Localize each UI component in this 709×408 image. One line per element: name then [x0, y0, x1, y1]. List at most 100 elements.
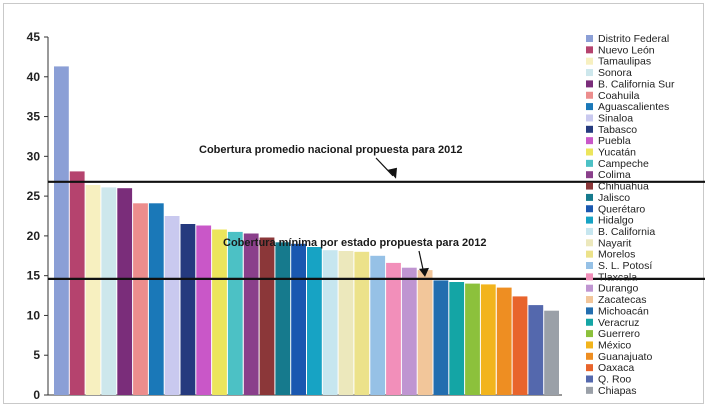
legend-label: Q. Roo	[598, 374, 631, 386]
y-tick-label: 30	[27, 149, 41, 163]
bar-chiapas	[544, 310, 559, 395]
y-tick-label: 35	[27, 110, 41, 124]
legend-label: Durango	[598, 283, 638, 295]
y-tick-label: 10	[27, 308, 41, 322]
bar-series	[54, 66, 559, 396]
legend-label: Aguascalientes	[598, 101, 669, 113]
legend-label: S. L. Potosí	[598, 260, 652, 272]
legend-swatch	[586, 103, 593, 111]
bar-chihuahua	[259, 237, 275, 395]
legend-swatch	[586, 137, 593, 145]
bar-m-xico	[480, 284, 496, 395]
bar-q-roo	[528, 305, 544, 395]
bar-guerrero	[465, 283, 480, 395]
legend-label: Morelos	[598, 249, 635, 261]
bar-michoac-n	[433, 280, 449, 395]
legend-swatch	[586, 182, 593, 190]
legend-swatch	[586, 57, 593, 65]
y-tick-label: 40	[27, 70, 41, 84]
legend-label: Hidalgo	[598, 215, 634, 227]
legend-label: Campeche	[598, 158, 649, 170]
bar-tamaulipas	[85, 185, 101, 395]
legend-swatch	[586, 46, 593, 54]
legend-swatch	[586, 273, 593, 281]
legend-label: Michoacán	[598, 305, 649, 317]
arrowhead-national-icon	[388, 167, 397, 179]
bar-morelos	[354, 251, 370, 395]
legend-label: Oaxaca	[598, 362, 634, 374]
legend-swatch	[586, 171, 593, 179]
reference-label-minimum: Cobertura mínima por estado propuesta pa…	[223, 237, 486, 249]
y-tick-label: 45	[27, 30, 41, 44]
legend-label: Colima	[598, 169, 631, 181]
bar-quer-taro	[291, 243, 306, 395]
legend-label: B. California	[598, 226, 655, 238]
legend-label: Tlaxcala	[598, 271, 637, 283]
legend-label: Tamaulipas	[598, 56, 651, 68]
arrow-national-icon	[375, 157, 394, 177]
legend-swatch	[586, 239, 593, 247]
bar-tabasco	[180, 224, 196, 395]
legend-label: Chiapas	[598, 385, 637, 397]
legend-swatch	[586, 262, 593, 269]
chart-frame: 0 5 10 15 20 25 30 35 40 45 Cobertura promedio na…	[3, 3, 705, 404]
legend-swatch	[586, 307, 593, 315]
legend-label: Sonora	[598, 67, 632, 79]
legend-label: Chihuahua	[598, 181, 649, 193]
legend-swatch	[586, 284, 593, 292]
legend-label: Coahuila	[598, 90, 640, 102]
legend-label: Distrito Federal	[598, 33, 669, 45]
bar-oaxaca	[512, 296, 528, 395]
legend-swatch	[586, 193, 593, 201]
legend-swatch	[586, 341, 593, 349]
bar-jalisco	[275, 242, 291, 395]
bar-nayarit	[338, 251, 354, 395]
legend-swatch	[586, 216, 593, 224]
y-tick-label: 20	[27, 229, 41, 243]
bar-yucat-n	[212, 229, 227, 395]
legend-swatch	[586, 330, 593, 338]
legend-swatch	[586, 318, 593, 326]
bar-s-l-potos-	[370, 255, 386, 395]
bar-nuevo-le-n	[69, 171, 85, 395]
y-tick-label: 25	[27, 189, 41, 203]
bar-aguascalientes	[148, 203, 164, 395]
legend-label: Guerrero	[598, 328, 640, 340]
y-tick-label: 5	[33, 348, 40, 362]
reference-lines: Cobertura promedio nacional propuesta pa…	[48, 144, 705, 280]
bar-sonora	[101, 187, 117, 395]
legend-label: Jalisco	[598, 192, 630, 204]
legend-swatch	[586, 69, 593, 77]
y-tick-label: 0	[33, 388, 40, 402]
legend-swatch	[586, 114, 593, 122]
reference-label-national: Cobertura promedio nacional propuesta pa…	[199, 144, 462, 156]
legend-swatch	[586, 159, 593, 167]
legend-swatch	[586, 352, 593, 360]
legend-label: Nayarit	[598, 237, 631, 249]
legend-swatch	[586, 364, 593, 372]
legend-swatch	[586, 125, 593, 133]
arrowhead-minimum-icon	[419, 267, 429, 277]
legend-label: Guanajuato	[598, 351, 652, 363]
legend-swatch	[586, 375, 593, 383]
legend-label: Veracruz	[598, 317, 639, 329]
legend-swatch	[586, 386, 593, 394]
legend-swatch	[586, 80, 593, 88]
legend-swatch	[586, 296, 593, 304]
bar-durango	[401, 267, 417, 395]
bar-coahuila	[133, 203, 148, 395]
legend-swatch	[586, 148, 593, 156]
bar-hidalgo	[307, 247, 322, 395]
legend-label: Sinaloa	[598, 112, 633, 124]
legend-swatch	[586, 250, 593, 258]
legend-swatch	[586, 227, 593, 235]
legend-label: Zacatecas	[598, 294, 646, 306]
legend-label: Tabasco	[598, 124, 637, 136]
bar-distrito-federal	[54, 66, 69, 396]
bar-zacatecas	[417, 270, 433, 395]
bar-chart: 0 5 10 15 20 25 30 35 40 45 Cobertura promedio na…	[27, 30, 705, 402]
bar-b-california-sur	[117, 188, 133, 395]
bar-colima	[243, 233, 259, 395]
bar-veracruz	[449, 282, 465, 395]
